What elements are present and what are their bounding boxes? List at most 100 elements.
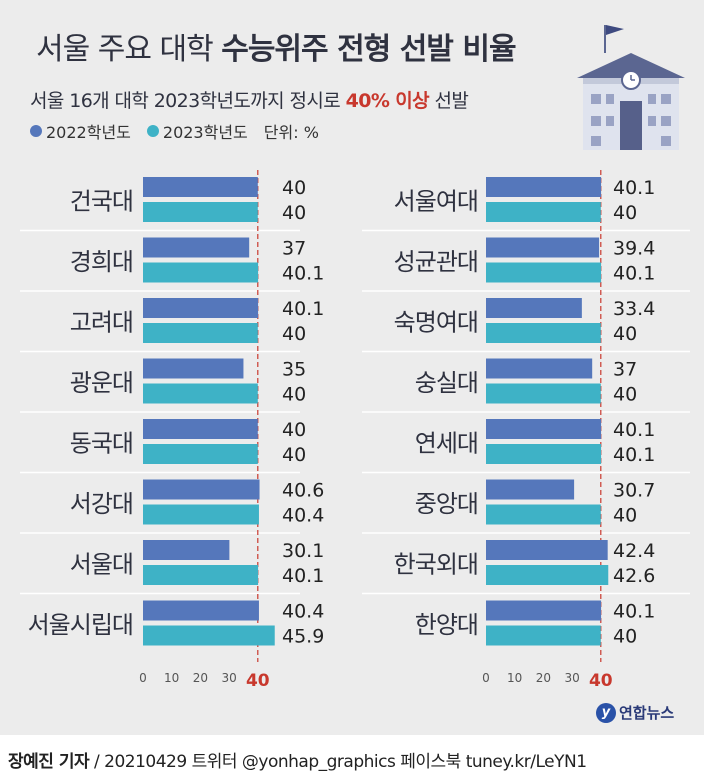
page-title: 서울 주요 대학 수능위주 전형 선발 비율 <box>36 24 517 68</box>
x-tick-label: 20 <box>193 671 208 685</box>
bar <box>486 600 602 621</box>
credit-line: 장예진 기자 / 20210429 트위터 @yonhap_graphics 페… <box>8 747 587 772</box>
category-label: 서울여대 <box>394 187 478 215</box>
data-label: 40 <box>282 323 306 345</box>
bar <box>143 444 258 464</box>
category-label: 동국대 <box>70 429 133 457</box>
bar <box>143 600 259 621</box>
legend-dot-2022 <box>30 125 42 137</box>
data-label: 40 <box>613 202 637 224</box>
data-label: 40.1 <box>613 601 655 623</box>
x-tick-label: 20 <box>536 671 551 685</box>
data-label: 30.7 <box>613 480 655 502</box>
title-light: 서울 주요 대학 <box>36 32 222 67</box>
data-label: 40.1 <box>613 419 655 441</box>
bar <box>143 540 230 560</box>
bar <box>486 504 601 525</box>
x-tick-label: 30 <box>564 671 579 685</box>
data-label: 40.1 <box>613 444 655 466</box>
data-label: 30.1 <box>282 540 324 562</box>
data-label: 35 <box>282 359 306 381</box>
bar <box>143 323 258 343</box>
data-label: 37 <box>282 238 306 260</box>
bar <box>486 479 575 500</box>
data-label: 42.6 <box>613 565 655 587</box>
bar <box>143 358 244 379</box>
bar <box>486 262 602 283</box>
bar <box>486 177 602 197</box>
category-label: 한국외대 <box>394 550 478 578</box>
bar <box>143 262 259 283</box>
data-label: 40.4 <box>282 505 324 527</box>
data-label: 40.4 <box>282 601 324 623</box>
legend-unit: 단위: % <box>263 123 319 142</box>
category-label: 건국대 <box>70 187 133 215</box>
data-label: 40.1 <box>282 298 324 320</box>
category-label: 서강대 <box>70 490 133 518</box>
bar <box>143 625 275 646</box>
x-tick-label: 0 <box>139 671 147 685</box>
category-label: 경희대 <box>70 248 133 276</box>
data-label: 40 <box>613 323 637 345</box>
category-label: 서울시립대 <box>28 611 133 639</box>
yonhap-logo-icon: y <box>596 702 616 723</box>
data-label: 40 <box>282 444 306 466</box>
bar <box>143 504 259 525</box>
footer-author: 장예진 기자 <box>8 752 90 772</box>
category-label: 숭실대 <box>415 369 478 397</box>
data-label: 40 <box>613 384 637 406</box>
x-tick-label: 40 <box>246 671 270 691</box>
bar <box>486 298 582 318</box>
data-label: 40 <box>282 202 306 224</box>
x-tick-label: 0 <box>482 671 490 685</box>
data-label: 45.9 <box>282 626 324 648</box>
bar <box>486 383 601 404</box>
subtitle-post: 선발 <box>429 90 469 112</box>
bar <box>143 419 258 439</box>
legend-label-2022: 2022학년도 <box>46 123 131 142</box>
bar <box>486 419 602 439</box>
school-building-icon <box>577 25 685 150</box>
data-label: 42.4 <box>613 540 655 562</box>
data-label: 40 <box>282 419 306 441</box>
category-label: 중앙대 <box>415 490 478 518</box>
subtitle-pre: 서울 16개 대학 2023학년도까지 정시로 <box>30 90 346 112</box>
bar <box>486 540 608 560</box>
title-bold: 수능위주 전형 선발 비율 <box>221 32 516 67</box>
legend-dot-2023 <box>146 125 159 137</box>
bar <box>486 202 601 222</box>
bar <box>143 479 260 500</box>
bar <box>486 625 601 646</box>
bar <box>143 177 258 197</box>
footer-rest: / 20210429 트위터 @yonhap_graphics 페이스북 tun… <box>89 752 587 772</box>
bar <box>486 323 601 343</box>
category-label: 연세대 <box>415 429 478 457</box>
logo-text: 연합뉴스 <box>619 704 675 722</box>
data-label: 40.1 <box>282 263 324 285</box>
subtitle-highlight: 40% 이상 <box>345 90 430 112</box>
x-tick-label: 10 <box>507 671 522 685</box>
category-label: 한양대 <box>415 611 478 639</box>
data-label: 40 <box>613 626 637 648</box>
bar <box>143 383 258 404</box>
bar <box>486 237 600 258</box>
category-label: 숙명여대 <box>394 308 478 336</box>
data-label: 40 <box>282 384 306 406</box>
yonhap-logo: y 연합뉴스 <box>596 702 674 723</box>
bar <box>486 444 602 464</box>
category-label: 광운대 <box>70 369 133 397</box>
data-label: 37 <box>613 359 637 381</box>
x-tick-label: 40 <box>589 671 613 691</box>
subtitle: 서울 16개 대학 2023학년도까지 정시로 40% 이상 선발 <box>30 86 469 113</box>
data-label: 40.6 <box>282 480 324 502</box>
category-label: 성균관대 <box>394 248 478 276</box>
data-label: 39.4 <box>613 238 655 260</box>
bar <box>143 565 259 585</box>
legend-item-2023: 2023학년도 <box>146 119 248 143</box>
bar <box>486 565 609 585</box>
bar <box>143 298 259 318</box>
data-label: 40 <box>613 505 637 527</box>
legend: 2022학년도 2023학년도 단위: % <box>30 119 335 143</box>
x-tick-label: 30 <box>221 671 236 685</box>
bar <box>486 358 593 379</box>
